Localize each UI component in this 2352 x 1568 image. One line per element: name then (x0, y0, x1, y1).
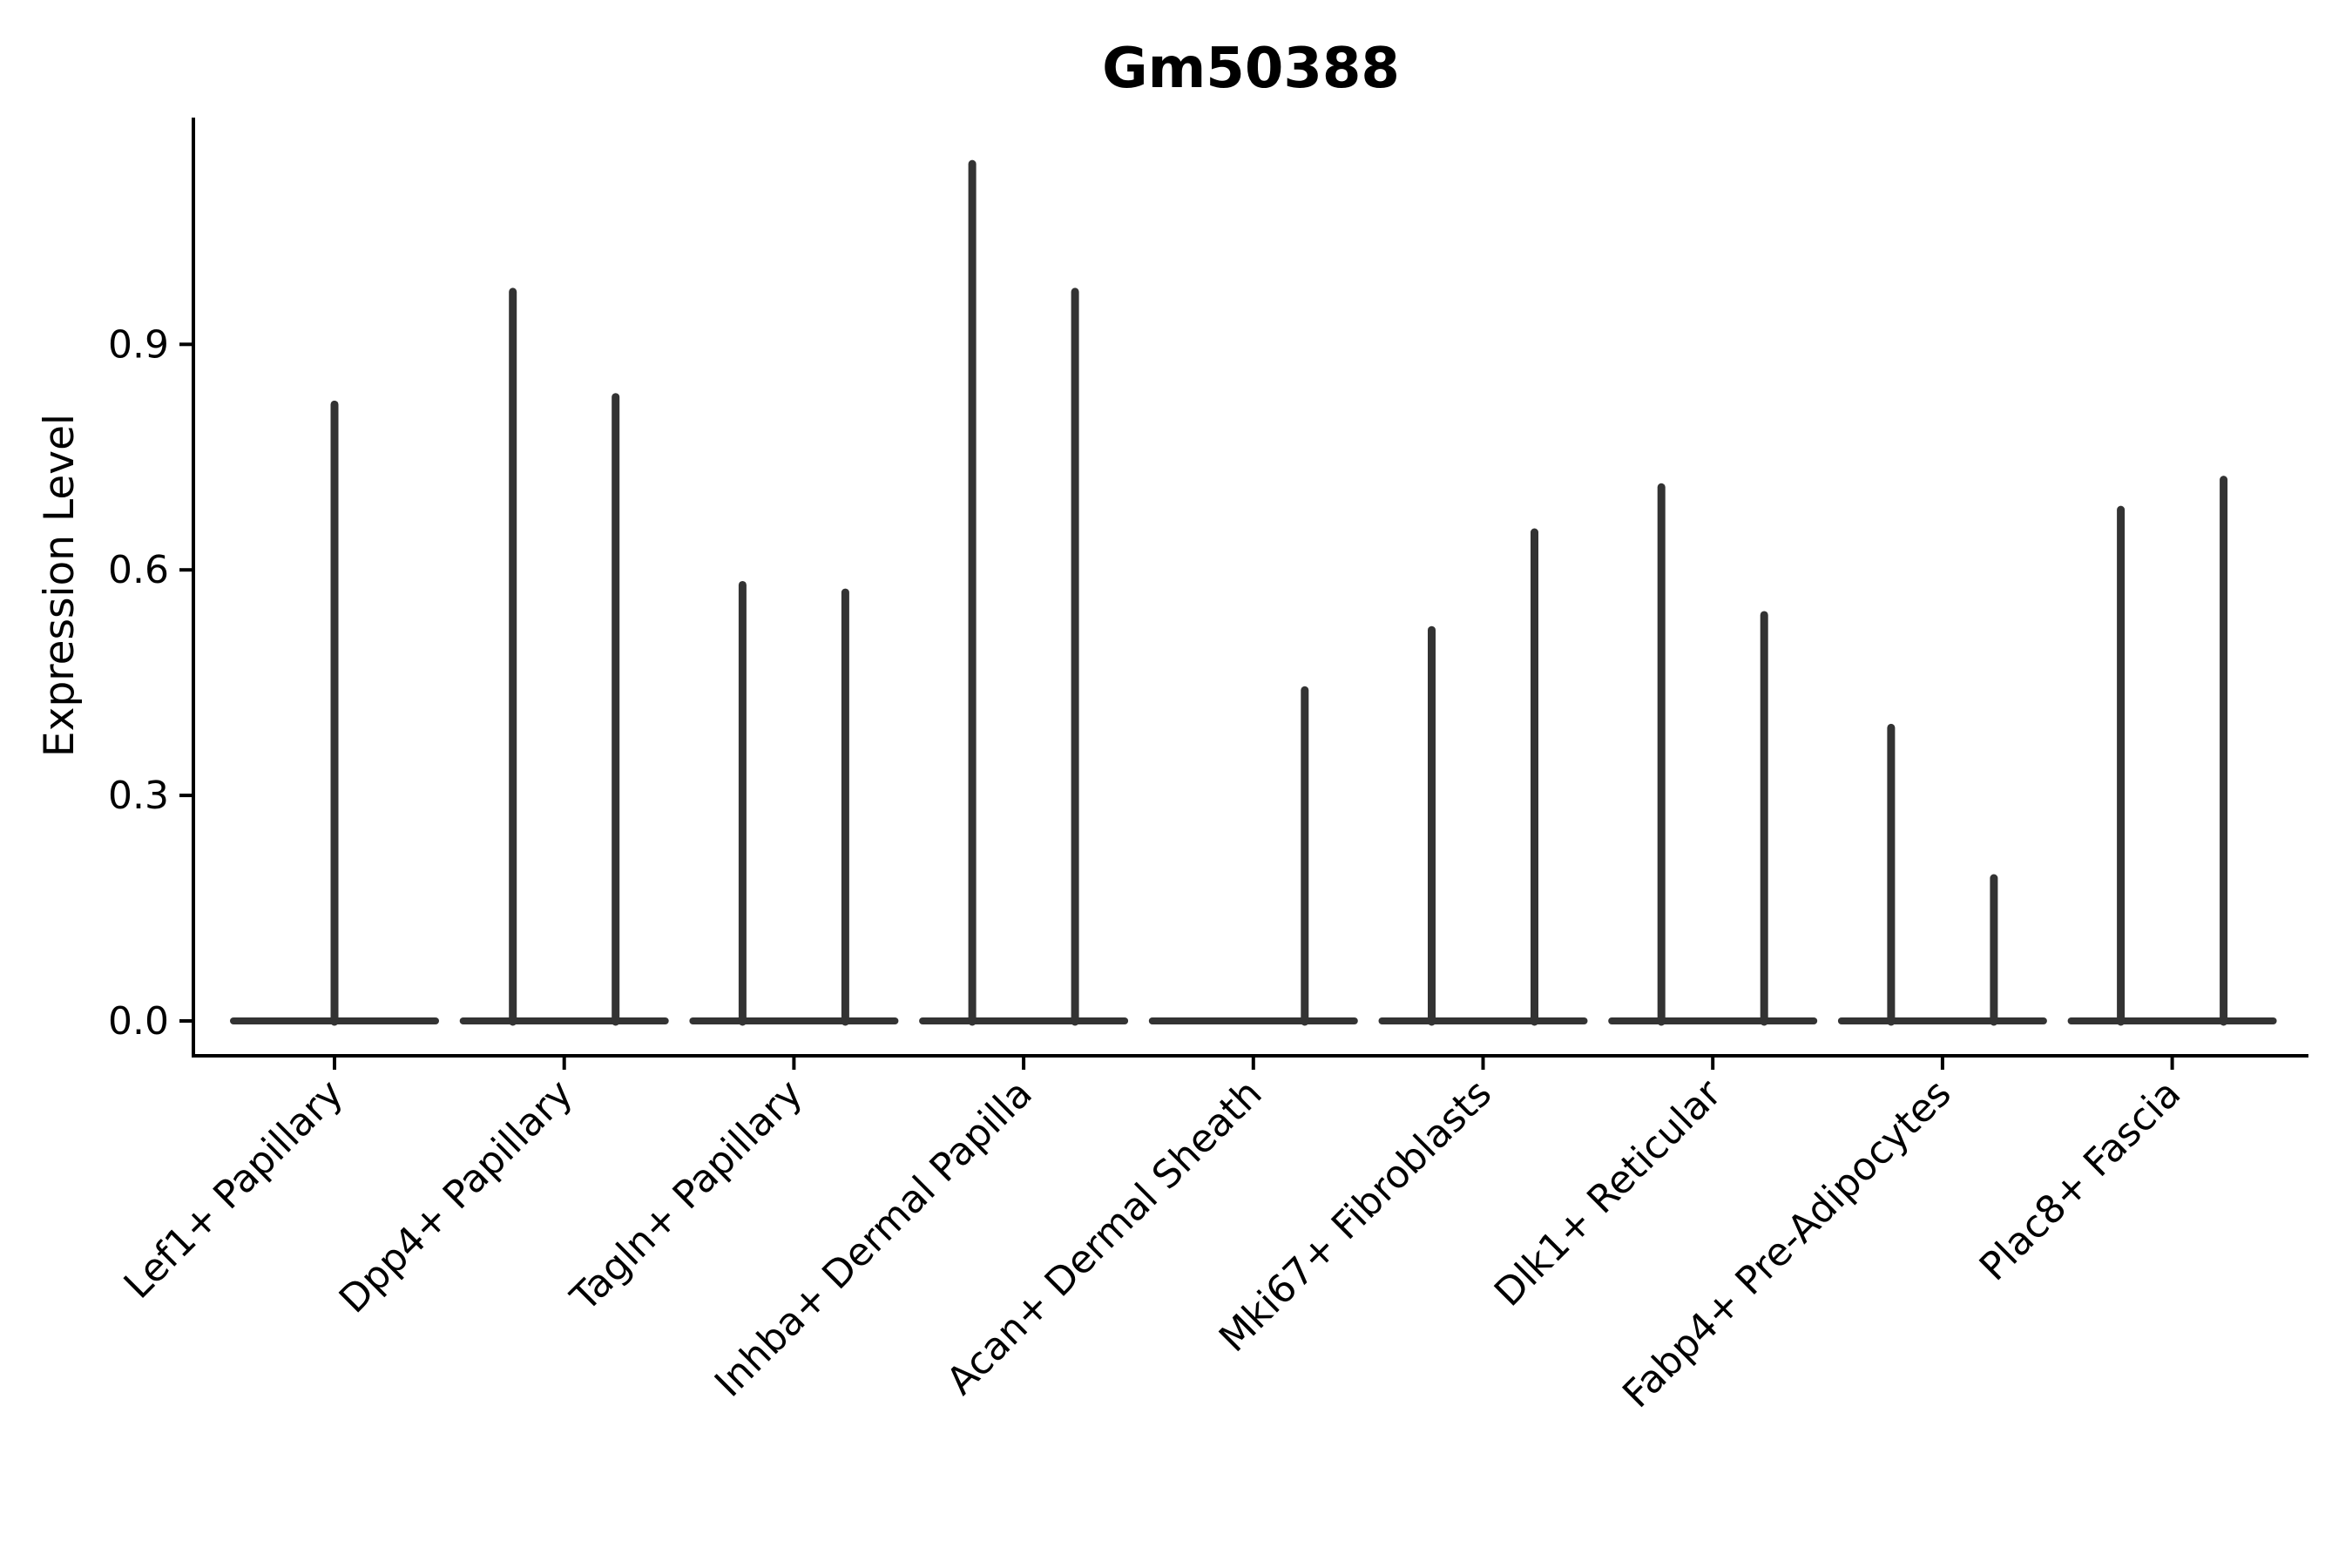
y-axis-label: Expression Level (36, 414, 84, 757)
x-tick-label: Dlk1+ Reticular (1486, 1071, 1731, 1315)
x-tick-label: Plac8+ Fascia (1971, 1071, 2190, 1290)
axes-layer (179, 118, 2308, 1070)
y-tick-label: 0.0 (108, 999, 169, 1044)
y-tick-label: 0.3 (108, 774, 169, 818)
y-tick-label: 0.6 (108, 548, 169, 592)
violins-layer (230, 159, 2277, 1026)
chart-title: Gm50388 (1102, 37, 1400, 101)
x-tick-label: Dpp4+ Papillary (331, 1071, 582, 1322)
x-tick-label: Lef1+ Papillary (116, 1071, 352, 1308)
y-tick-label: 0.9 (108, 322, 169, 367)
x-tick-label: Tagln+ Papillary (562, 1071, 811, 1321)
